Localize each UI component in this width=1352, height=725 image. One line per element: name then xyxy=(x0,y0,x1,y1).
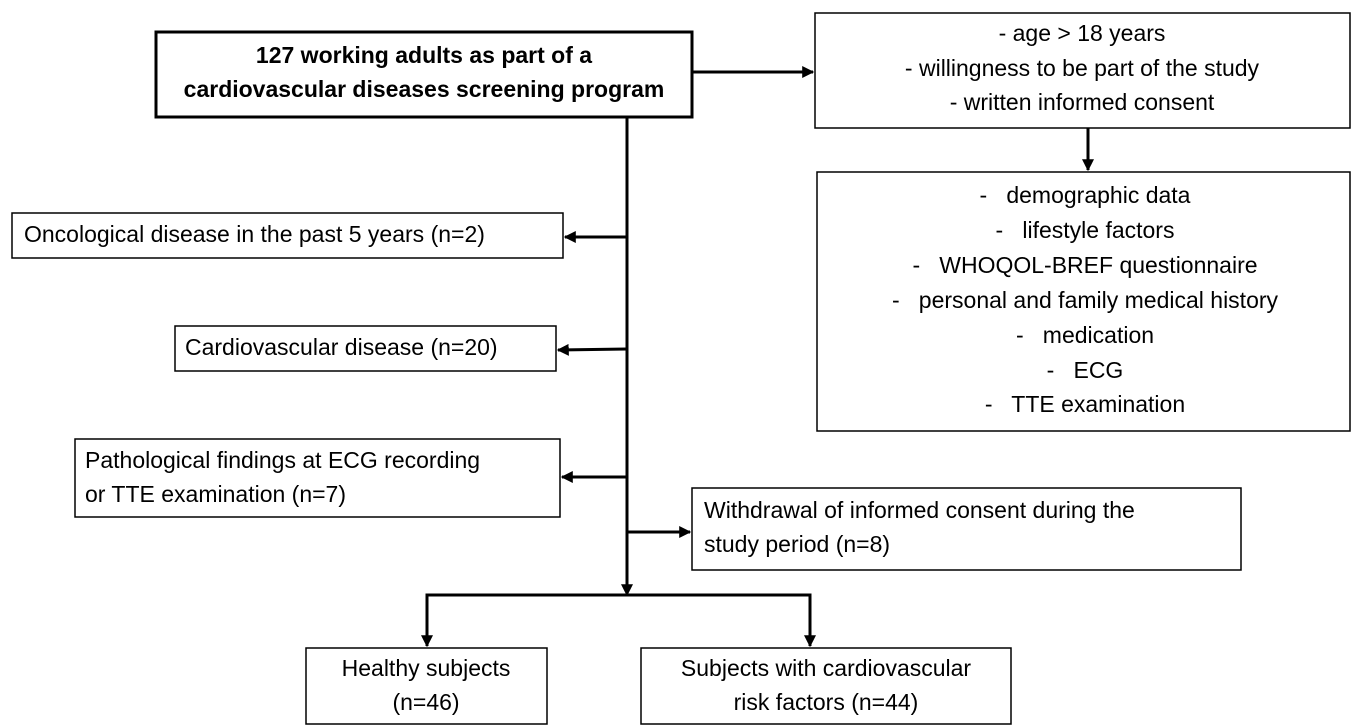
arrow xyxy=(556,343,628,356)
exclusion-box xyxy=(74,438,561,518)
node-text: Oncological disease in the past 5 years … xyxy=(24,221,485,247)
node-text: - medication xyxy=(1016,322,1154,348)
node-text: - ECG xyxy=(1047,357,1124,383)
node-text: Withdrawal of informed consent during th… xyxy=(704,497,1135,523)
node-text: risk factors (n=44) xyxy=(734,689,919,715)
group-box xyxy=(305,647,548,725)
node-text: study period (n=8) xyxy=(704,531,890,557)
exclusion-box xyxy=(11,212,564,259)
node-text: - willingness to be part of the study xyxy=(905,55,1260,81)
node-text: cardiovascular diseases screening progra… xyxy=(184,76,665,102)
labels: 127 working adults as part of a cardiova… xyxy=(24,20,1279,715)
data-box xyxy=(816,171,1351,432)
node-text: (n=46) xyxy=(392,689,459,715)
node-text: - personal and family medical history xyxy=(892,287,1279,313)
connectors xyxy=(421,66,1094,648)
node-text: - written informed consent xyxy=(950,89,1215,115)
node-text: or TTE examination (n=7) xyxy=(85,481,346,507)
node-text: - demographic data xyxy=(980,182,1191,208)
criteria-box xyxy=(814,12,1351,129)
node-text: Pathological findings at ECG recording xyxy=(85,447,480,473)
boxes xyxy=(11,12,1351,725)
node-text: 127 working adults as part of a xyxy=(256,42,592,68)
node-text: Cardiovascular disease (n=20) xyxy=(185,334,498,360)
node-text: Healthy subjects xyxy=(342,655,511,681)
node-text: - TTE examination xyxy=(985,391,1185,417)
node-text: Subjects with cardiovascular xyxy=(681,655,972,681)
node-text: - age > 18 years xyxy=(999,20,1166,46)
exclusion-box xyxy=(691,487,1242,571)
node-text: - WHOQOL-BREF questionnaire xyxy=(912,252,1257,278)
exclusion-box xyxy=(174,325,557,372)
group-box xyxy=(640,647,1012,725)
node-text: - lifestyle factors xyxy=(996,217,1175,243)
split-line xyxy=(425,593,812,646)
start-box xyxy=(154,30,694,119)
